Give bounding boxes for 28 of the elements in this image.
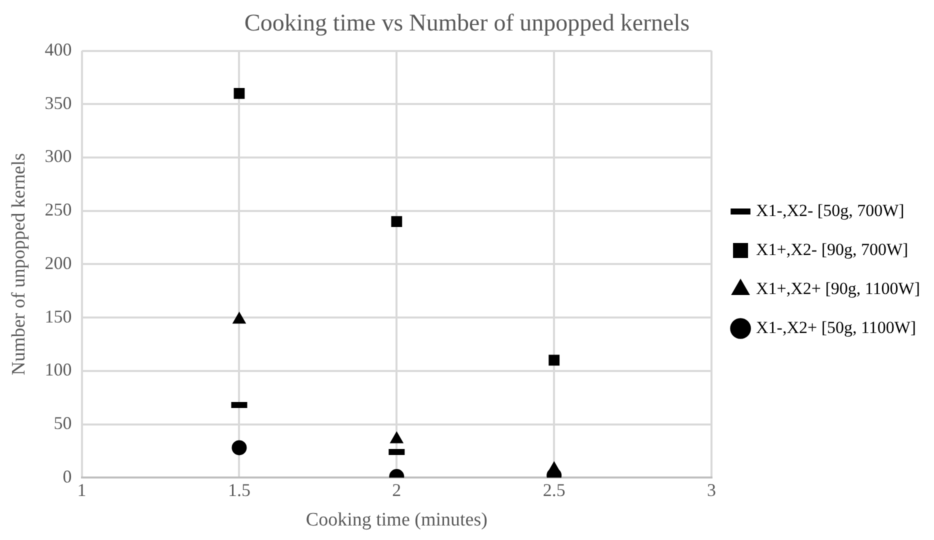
point	[234, 88, 245, 99]
x-tick-label: 2.5	[542, 480, 566, 500]
y-tick-label: 100	[44, 360, 72, 380]
y-tick-label: 400	[44, 40, 72, 60]
y-axis-title: Number of unpopped kernels	[8, 153, 30, 376]
y-tick-label: 50	[54, 412, 72, 433]
point	[391, 216, 402, 227]
x-tick-label: 2	[392, 480, 402, 500]
point	[232, 312, 246, 324]
point	[548, 462, 561, 474]
x-tick-label: 3	[707, 480, 716, 500]
y-tick-label: 250	[44, 200, 72, 220]
y-tick-label: 150	[44, 306, 72, 326]
y-tick-label: 300	[44, 146, 72, 166]
y-tick-label: 0	[62, 466, 72, 486]
chart-title: Cooking time vs Number of unpopped kernels	[244, 10, 690, 37]
point	[548, 354, 560, 366]
legend-label: X1-,X2+ [50g, 1100W]	[756, 318, 916, 337]
point	[390, 432, 404, 444]
point	[232, 440, 247, 456]
x-axis-title: Cooking time (minutes)	[306, 510, 488, 531]
legend-label: X1+,X2- [90g, 700W]	[756, 240, 908, 259]
y-tick-label: 350	[44, 92, 72, 113]
x-tick-label: 1.5	[228, 480, 250, 500]
x-tick-label: 1	[77, 480, 86, 500]
legend-label: X1-,X2- [50g, 700W]	[756, 200, 904, 220]
legend-label: X1+,X2+ [90g, 1100W]	[756, 278, 920, 298]
y-tick-label: 200	[44, 252, 72, 273]
